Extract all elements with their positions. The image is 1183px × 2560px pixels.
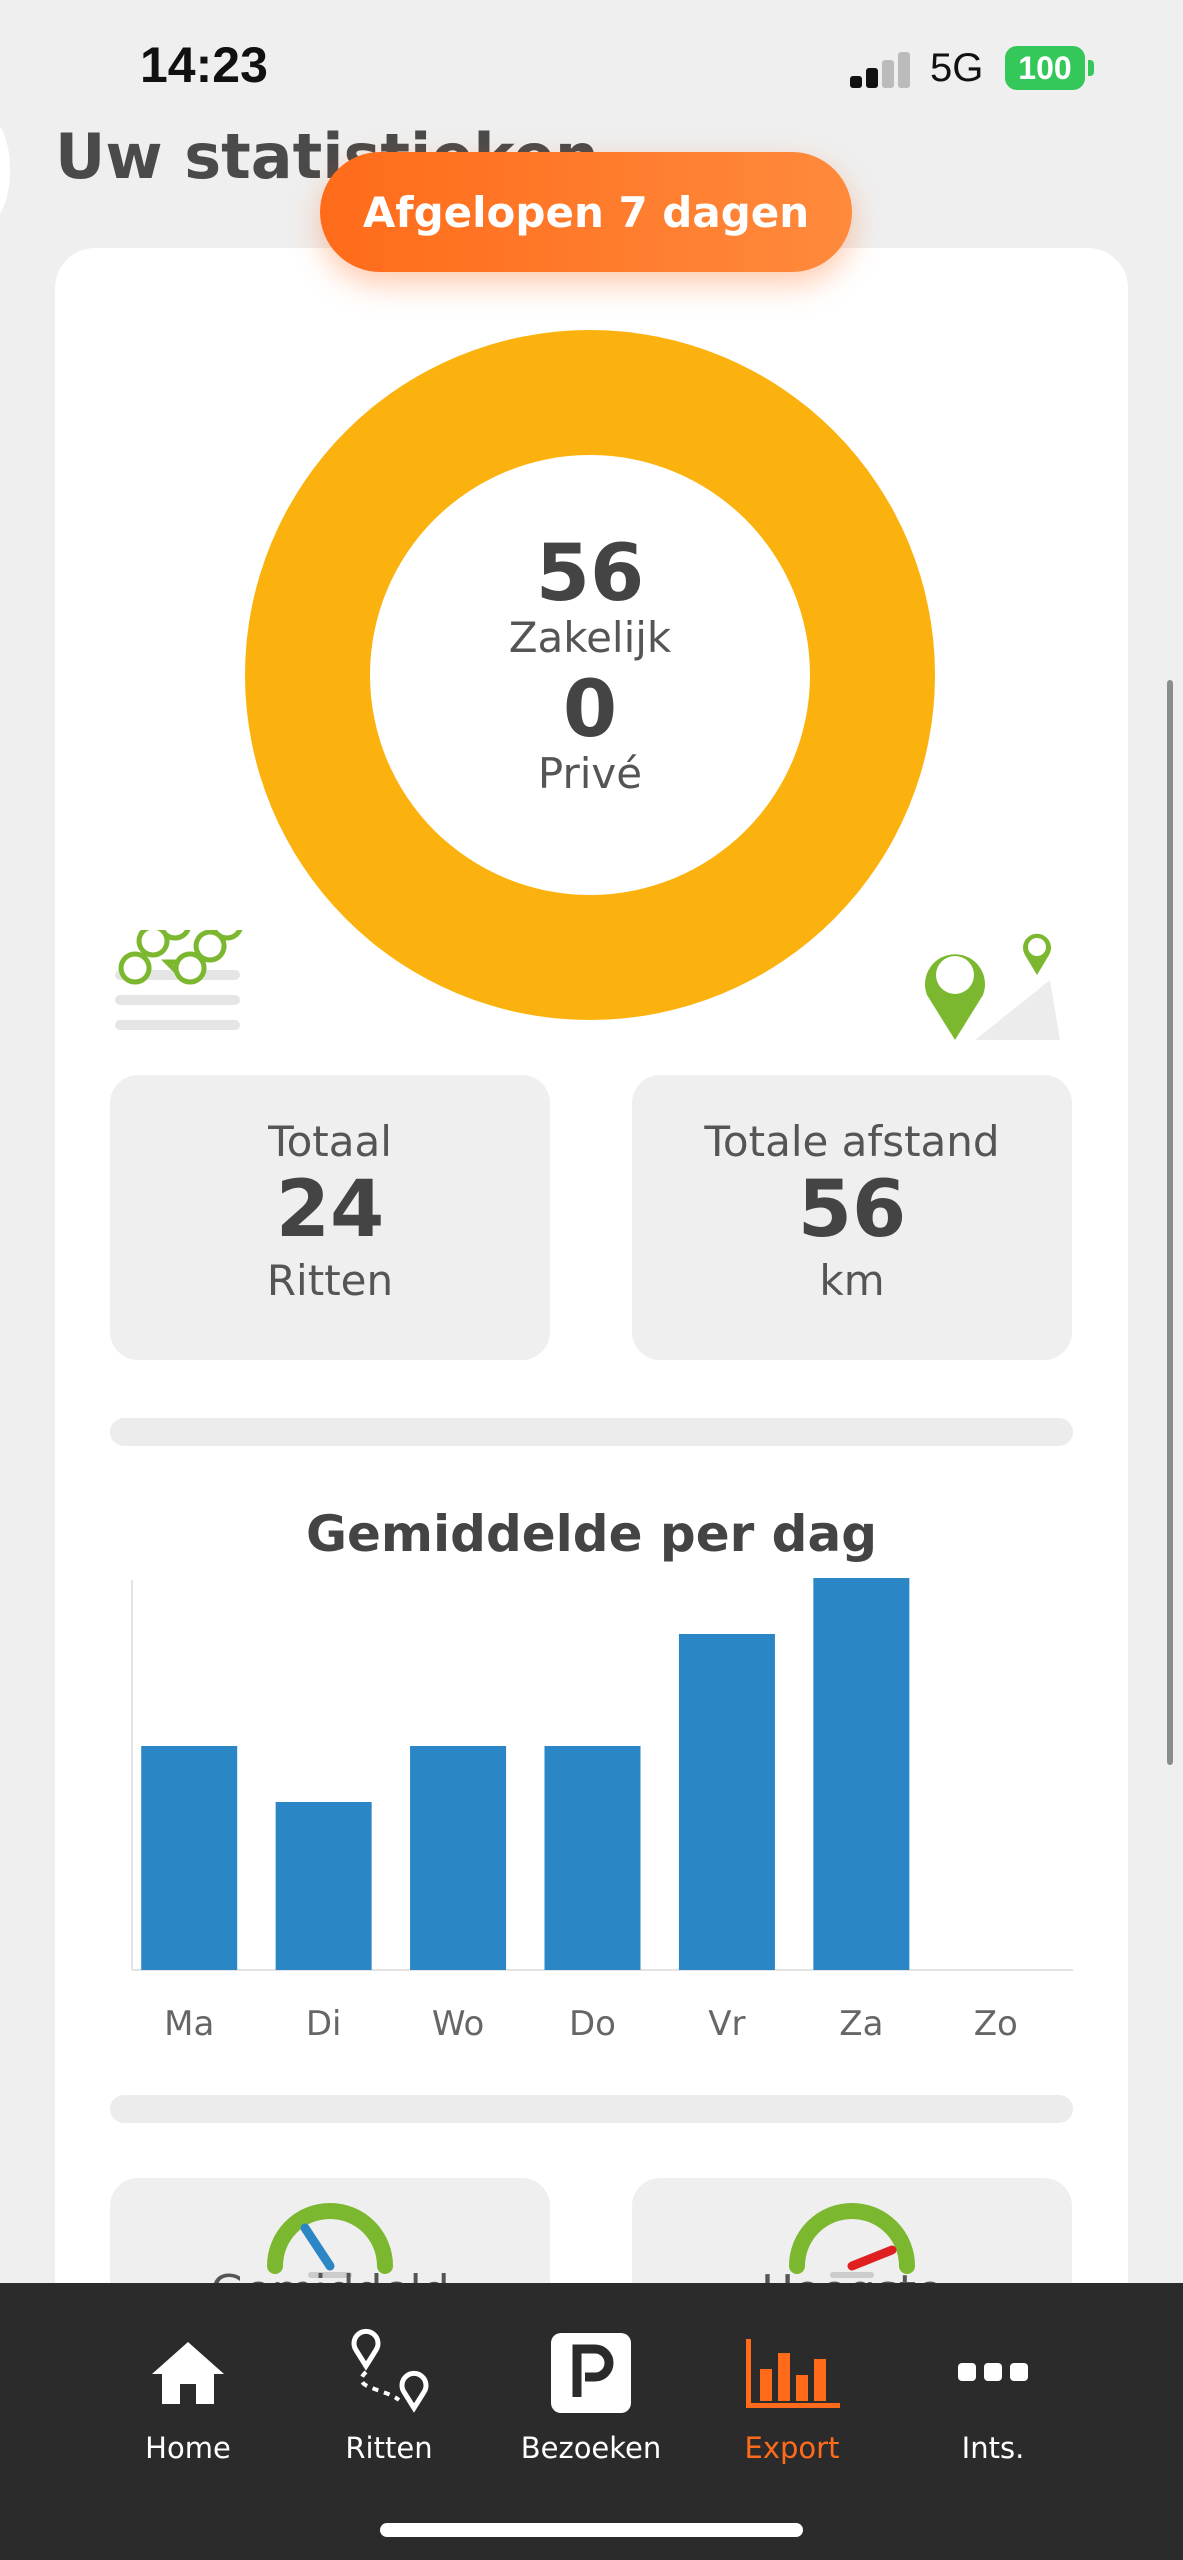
x-tick-label-wo: Wo (432, 2004, 484, 2044)
private-value: 0 (562, 665, 618, 756)
signal-icon (850, 52, 914, 88)
total-trips-value: 24 (275, 1165, 385, 1255)
x-tick-label-za: Za (839, 2004, 883, 2044)
distance-pins-icon (925, 933, 1060, 1040)
total-distance-box: Totale afstand 56 km (632, 1075, 1072, 1360)
scrollbar[interactable] (1167, 680, 1173, 1765)
chart-title: Gemiddelde per dag (305, 1505, 878, 1563)
total-distance-title: Totale afstand (704, 1117, 1000, 1166)
total-trips-box: Totaal 24 Ritten (110, 1075, 550, 1360)
section-divider (110, 2095, 1073, 2123)
bar-do (544, 1746, 641, 1970)
average-per-day-bar-chart: Ma Di Wo Do Vr Za Zo (131, 1578, 1073, 2044)
tab-label: Home (145, 2431, 231, 2465)
tab-ints[interactable]: Ints. (893, 2323, 1093, 2465)
x-tick-label-zo: Zo (974, 2004, 1018, 2044)
bottom-tab-bar: Home Ritten Bezoeken (0, 2283, 1183, 2560)
battery-tip (1088, 60, 1094, 76)
route-pins-icon (351, 2328, 429, 2413)
tab-export[interactable]: Export (692, 2323, 892, 2465)
bar-ma (141, 1746, 238, 1970)
tab-label: Bezoeken (520, 2431, 662, 2465)
trips-donut-chart: 56 Zakelijk 0 Privé (245, 330, 935, 1020)
more-dots-icon (958, 2363, 1028, 2381)
donut-center: 56 Zakelijk 0 Privé (370, 455, 810, 895)
speed-gauge-icon (789, 2203, 915, 2278)
total-distance-unit: km (819, 1255, 885, 1305)
status-time: 14:23 (140, 37, 268, 93)
bar-chart-icon (746, 2339, 840, 2408)
tab-label: Ritten (345, 2431, 433, 2465)
x-tick-label-di: Di (306, 2004, 342, 2044)
bar-vr (678, 1634, 775, 1970)
x-tick-label-vr: Vr (708, 2004, 745, 2044)
bar-wo (410, 1746, 507, 1970)
back-button[interactable] (0, 120, 10, 220)
multiple-pins-icon (115, 930, 243, 1030)
tab-label: Ints. (961, 2431, 1025, 2465)
private-label: Privé (537, 749, 643, 799)
speed-gauge-icon (267, 2203, 393, 2278)
period-selector-button[interactable]: Afgelopen 7 dagen (320, 152, 852, 272)
x-tick-label-do: Do (569, 2004, 616, 2044)
tab-ritten[interactable]: Ritten (289, 2323, 489, 2465)
battery-icon: 100 (1005, 46, 1085, 90)
total-trips-unit: Ritten (266, 1255, 394, 1305)
total-distance-value: 56 (797, 1165, 907, 1255)
business-label: Zakelijk (508, 613, 672, 662)
status-bar: 14:23 5G 100 (0, 0, 1183, 140)
parking-icon (551, 2333, 631, 2413)
network-type: 5G (930, 46, 984, 90)
bar-di (275, 1802, 372, 1970)
business-value: 56 (535, 529, 645, 619)
home-indicator (380, 2523, 803, 2537)
tab-home[interactable]: Home (88, 2323, 288, 2465)
bar-za (813, 1578, 910, 1970)
home-icon (152, 2342, 224, 2404)
x-tick-label-ma: Ma (164, 2004, 214, 2044)
tab-label: Export (744, 2431, 840, 2465)
tab-bezoeken[interactable]: Bezoeken (491, 2323, 691, 2465)
total-trips-title: Totaal (268, 1117, 392, 1166)
section-divider (110, 1418, 1073, 1446)
